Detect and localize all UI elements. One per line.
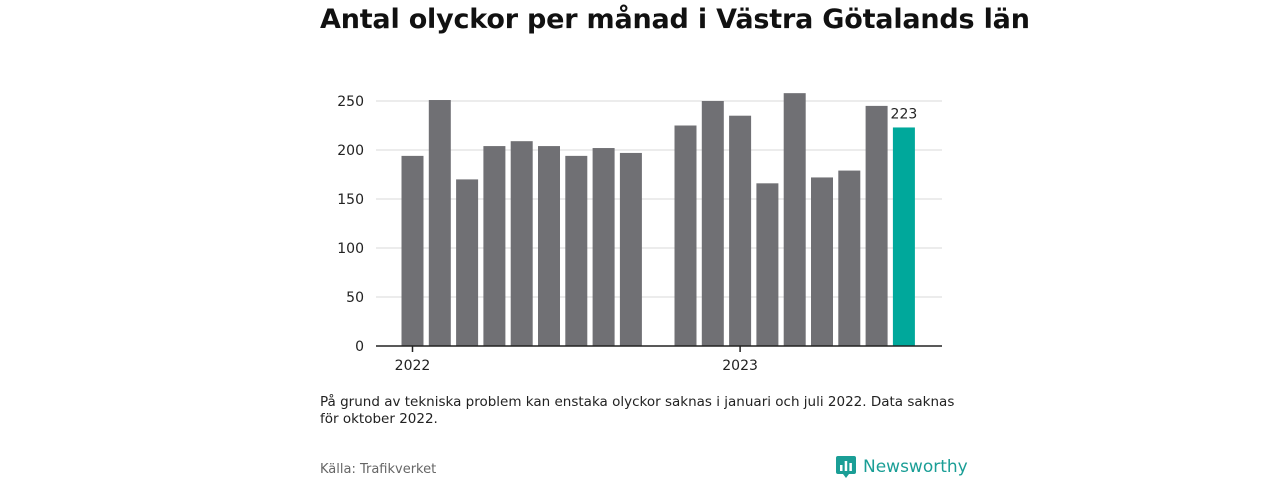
bar <box>674 125 697 346</box>
y-tick-label: 100 <box>337 241 364 257</box>
bar <box>428 100 451 347</box>
bar-chart: 0 50 100 150 200 250 223 2022 2023 <box>337 93 942 374</box>
bar <box>756 183 779 346</box>
x-tick-label: 2022 <box>395 358 431 374</box>
bar-chart-logo-icon <box>836 456 856 478</box>
x-tick-label: 2023 <box>722 358 758 374</box>
y-tick-label: 250 <box>337 94 364 110</box>
bar <box>483 146 506 346</box>
chart-footnote: På grund av tekniska problem kan enstaka… <box>320 394 955 427</box>
data-label: 223 <box>891 106 918 122</box>
bar <box>783 93 806 346</box>
bar <box>811 177 833 346</box>
chart-title: Antal olyckor per månad i Västra Götalan… <box>320 4 1030 35</box>
source-label: Källa: Trafikverket <box>320 462 437 477</box>
y-tick-label: 0 <box>355 339 364 355</box>
bar <box>701 101 724 346</box>
bar <box>565 155 588 346</box>
bar <box>456 179 479 346</box>
bar-highlight <box>892 127 915 347</box>
brand-name: Newsworthy <box>863 457 968 477</box>
bar <box>619 152 642 346</box>
bar <box>729 115 752 346</box>
bar <box>401 155 424 346</box>
bar <box>838 170 861 346</box>
bar <box>510 141 533 346</box>
y-tick-label: 150 <box>337 192 364 208</box>
bar <box>865 105 888 347</box>
bar <box>538 146 560 346</box>
brand-logo[interactable]: Newsworthy <box>835 455 968 479</box>
y-tick-label: 50 <box>346 290 364 306</box>
y-tick-label: 200 <box>337 143 364 159</box>
bar <box>592 148 615 346</box>
